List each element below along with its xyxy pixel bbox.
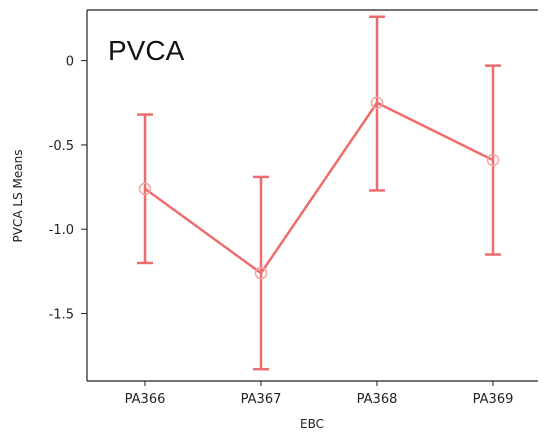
x-tick-label: PA367 [241, 392, 282, 407]
y-axis-ticks: 0 -0.5 -1.0 -1.5 [49, 55, 87, 323]
y-tick-label: -1.0 [49, 223, 74, 238]
series-points [138, 96, 500, 280]
data-point [486, 153, 500, 167]
data-point [254, 266, 268, 280]
y-tick-label: -0.5 [49, 139, 74, 154]
y-tick-label: 0 [66, 55, 74, 70]
y-axis-title: PVCA LS Means [11, 150, 25, 243]
y-tick-label: -1.5 [49, 308, 74, 323]
x-axis-ticks: PA366 PA367 PA368 PA369 [125, 381, 514, 407]
series-line [144, 101, 494, 275]
chart-title: PVCA [108, 35, 185, 66]
data-point [370, 96, 384, 109]
x-tick-label: PA366 [125, 392, 166, 407]
series-polyline [144, 101, 494, 275]
x-tick-label: PA368 [357, 392, 398, 407]
error-bars [137, 15, 501, 371]
x-axis-title: EBC [300, 417, 324, 431]
x-tick-label: PA369 [473, 392, 514, 407]
data-point [138, 182, 152, 196]
